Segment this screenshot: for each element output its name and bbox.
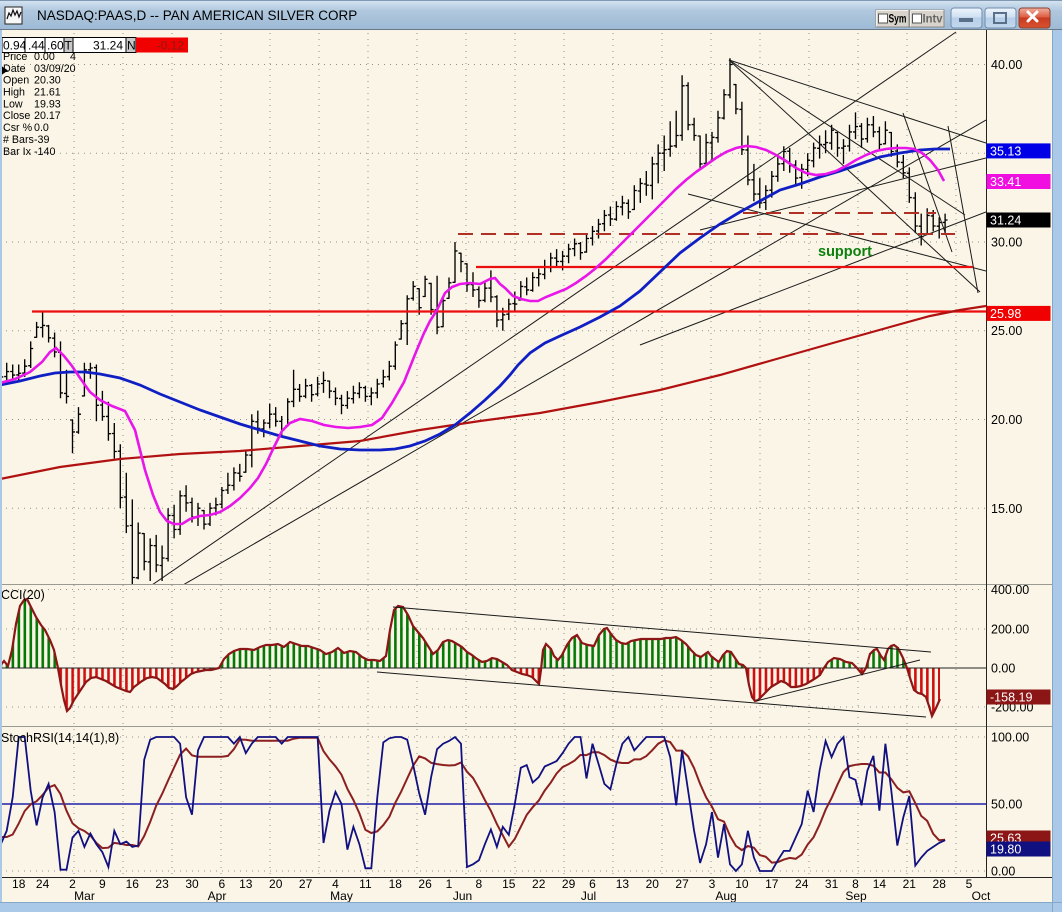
- svg-text:Low: Low: [3, 98, 23, 110]
- svg-text:13: 13: [239, 877, 253, 891]
- svg-text:3: 3: [709, 877, 716, 891]
- svg-text:0.00: 0.00: [34, 51, 55, 63]
- svg-text:24: 24: [36, 877, 50, 891]
- svg-text:14: 14: [873, 877, 887, 891]
- svg-text:1: 1: [446, 877, 453, 891]
- svg-text:Sym: Sym: [889, 14, 907, 26]
- svg-text:Close: Close: [3, 110, 30, 122]
- svg-text:15.00: 15.00: [991, 502, 1022, 516]
- svg-text:20.30: 20.30: [34, 75, 61, 87]
- svg-text:Aug: Aug: [715, 889, 736, 903]
- svg-text:0.00: 0.00: [991, 662, 1015, 676]
- svg-text:20: 20: [646, 877, 660, 891]
- svg-text:50.00: 50.00: [991, 798, 1022, 812]
- svg-text:Price: Price: [3, 51, 27, 63]
- svg-text:N: N: [127, 39, 136, 53]
- svg-text:-140: -140: [34, 146, 55, 158]
- svg-text:27: 27: [299, 877, 313, 891]
- svg-text:22: 22: [532, 877, 546, 891]
- svg-text:24: 24: [795, 877, 809, 891]
- svg-text:Jun: Jun: [453, 889, 472, 903]
- svg-text:Bar Ix: Bar Ix: [3, 146, 32, 158]
- svg-text:Date: Date: [3, 63, 26, 75]
- svg-text:20.17: 20.17: [34, 110, 61, 122]
- svg-text:200.00: 200.00: [991, 623, 1029, 637]
- svg-text:StochRSI(14,14(1),8): StochRSI(14,14(1),8): [1, 731, 119, 745]
- svg-text:18: 18: [12, 877, 26, 891]
- svg-text:11: 11: [359, 877, 372, 891]
- svg-text:Oct: Oct: [972, 889, 991, 903]
- svg-text:30.00: 30.00: [991, 236, 1022, 250]
- svg-text:30: 30: [185, 877, 199, 891]
- svg-text:100.00: 100.00: [991, 731, 1029, 745]
- svg-text:4: 4: [332, 877, 339, 891]
- svg-text:19.80: 19.80: [990, 843, 1021, 857]
- svg-text:20.00: 20.00: [991, 413, 1022, 427]
- svg-text:31: 31: [825, 877, 839, 891]
- svg-text:6: 6: [589, 877, 596, 891]
- svg-text:-39: -39: [34, 134, 50, 146]
- svg-text:8: 8: [852, 877, 859, 891]
- svg-text:2: 2: [69, 877, 76, 891]
- svg-text:18: 18: [389, 877, 403, 891]
- svg-text:9: 9: [99, 877, 106, 891]
- svg-text:35.13: 35.13: [990, 144, 1021, 158]
- svg-text:.44: .44: [28, 39, 45, 53]
- svg-text:# Bars: # Bars: [3, 134, 34, 146]
- svg-text:26: 26: [418, 877, 432, 891]
- svg-text:400.00: 400.00: [991, 583, 1029, 597]
- svg-text:-158.19: -158.19: [990, 691, 1032, 705]
- svg-text:Jul: Jul: [581, 889, 596, 903]
- svg-text:4: 4: [70, 51, 76, 63]
- svg-text:21.61: 21.61: [34, 87, 61, 99]
- svg-text:0.0: 0.0: [34, 122, 49, 134]
- svg-text:0.94: 0.94: [3, 39, 27, 53]
- svg-text:support: support: [818, 244, 872, 260]
- svg-text:-0.12: -0.12: [157, 39, 185, 53]
- svg-text:Apr: Apr: [208, 889, 227, 903]
- svg-text:0.00: 0.00: [991, 865, 1015, 879]
- svg-text:CCI(20): CCI(20): [1, 588, 45, 602]
- svg-text:13: 13: [616, 877, 630, 891]
- svg-text:Csr %: Csr %: [3, 122, 33, 134]
- svg-text:20: 20: [269, 877, 283, 891]
- svg-text:03/09/20: 03/09/20: [34, 63, 76, 75]
- svg-text:29: 29: [562, 877, 576, 891]
- svg-text:Open: Open: [3, 75, 29, 87]
- svg-text:T: T: [65, 39, 73, 53]
- svg-text:High: High: [3, 87, 25, 99]
- svg-text:5: 5: [966, 877, 973, 891]
- svg-text:May: May: [330, 889, 353, 903]
- svg-text:25.00: 25.00: [991, 324, 1022, 338]
- svg-text:17: 17: [765, 877, 779, 891]
- svg-text:23: 23: [155, 877, 169, 891]
- svg-text:31.24: 31.24: [93, 39, 123, 53]
- svg-text:8: 8: [476, 877, 483, 891]
- svg-text:15: 15: [502, 877, 516, 891]
- svg-text:28: 28: [933, 877, 947, 891]
- svg-text:16: 16: [126, 877, 140, 891]
- svg-text:10: 10: [735, 877, 749, 891]
- svg-text:31.24: 31.24: [990, 214, 1021, 228]
- svg-text:33.41: 33.41: [990, 175, 1021, 189]
- svg-text:40.00: 40.00: [991, 58, 1022, 72]
- svg-text:6: 6: [219, 877, 226, 891]
- svg-text:.60: .60: [47, 39, 64, 53]
- svg-text:NASDAQ:PAAS,D -- PAN AMERICAN: NASDAQ:PAAS,D -- PAN AMERICAN SILVER COR…: [37, 8, 357, 23]
- svg-text:Mar: Mar: [74, 889, 95, 903]
- svg-text:25.98: 25.98: [990, 307, 1021, 321]
- svg-text:21: 21: [903, 877, 917, 891]
- svg-text:19.93: 19.93: [34, 98, 61, 110]
- svg-text:Sep: Sep: [845, 889, 867, 903]
- svg-text:Intv: Intv: [923, 14, 944, 26]
- svg-text:27: 27: [675, 877, 689, 891]
